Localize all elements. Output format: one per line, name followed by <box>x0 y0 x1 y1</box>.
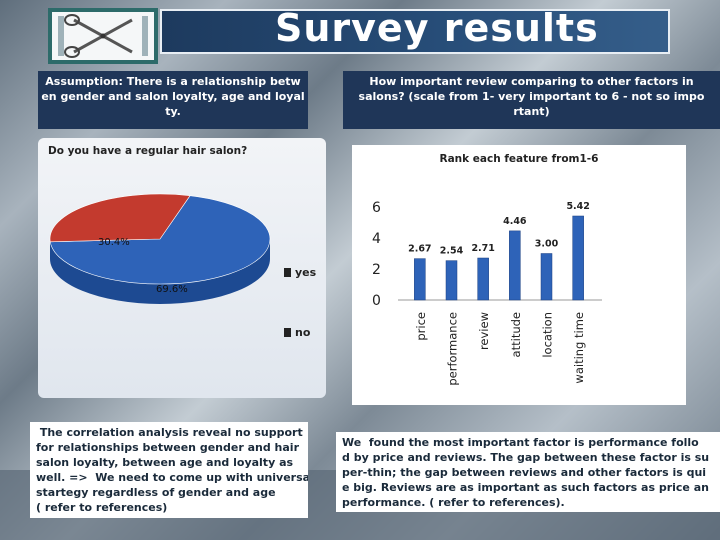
assumption-line-3: ty. <box>165 105 181 118</box>
x-tick-label: attitude <box>509 312 523 357</box>
bar-location <box>540 253 553 301</box>
bar-data-label: 3.00 <box>535 239 559 250</box>
question-box: How important review comparing to other … <box>343 71 720 129</box>
note-line-6: ( refer to references) <box>36 501 168 514</box>
pie-label-yes: 69.6% <box>156 284 188 295</box>
assumption-box: Assumption: There is a relationship betw… <box>38 71 308 129</box>
scissors-logo <box>48 8 158 64</box>
pie-title: Do you have a regular hair salon? <box>48 145 247 157</box>
bar-price <box>414 258 426 301</box>
x-tick-label: performance <box>446 312 460 386</box>
pie-chart-panel: Do you have a regular hair salon? 30.4% … <box>38 138 326 398</box>
question-line-1: How important review comparing to other … <box>369 75 694 88</box>
legend-swatch-no <box>284 328 291 337</box>
pie-chart: Do you have a regular hair salon? 30.4% … <box>48 145 317 339</box>
bar-data-label: 4.46 <box>503 216 527 227</box>
y-tick-label: 6 <box>372 200 381 216</box>
finding-line-4: e big. Reviews are as important as such … <box>342 481 709 494</box>
pie-slice-yes <box>49 195 271 285</box>
y-tick-label: 0 <box>372 293 381 309</box>
finding-line-2: d by price and reviews. The gap between … <box>342 451 710 464</box>
finding-line-3: per-thin; the gap between reviews and ot… <box>342 466 707 479</box>
bar-chart: Rank each feature from1-6 0 2 4 6 2.67 2.54 2… <box>372 153 602 386</box>
question-line-2: salons? (scale from 1- very important to… <box>358 90 705 103</box>
bar-data-label: 2.67 <box>408 244 431 255</box>
bar-chart-panel: Rank each feature from1-6 0 2 4 6 2.67 2.54 2… <box>352 145 686 405</box>
x-tick-label: location <box>541 312 555 358</box>
note-line-2: for relationships between gender and hai… <box>36 441 299 454</box>
x-tick-label: waiting time <box>572 312 586 384</box>
bar-performance <box>445 260 458 301</box>
bar-waiting-time <box>572 215 584 301</box>
legend-label-yes: yes <box>295 266 317 279</box>
note-line-3: salon loyalty, between age and loyalty a… <box>36 456 294 469</box>
bar-data-label: 5.42 <box>566 201 589 212</box>
bar-data-label: 2.71 <box>471 243 494 254</box>
pie-slice-no <box>49 193 191 243</box>
findings-note: We found the most important factor is pe… <box>336 432 720 512</box>
bar-data-label: 2.54 <box>440 246 464 257</box>
finding-line-1: We found the most important factor is pe… <box>342 436 699 449</box>
y-tick-label: 4 <box>372 231 381 247</box>
title-bar <box>160 9 670 54</box>
finding-line-5: performance. ( refer to references). <box>342 496 565 509</box>
note-line-1: The correlation analysis reveal no suppo… <box>36 426 303 439</box>
x-tick-label: review <box>477 312 491 350</box>
note-line-5: startegy regardless of gender and age <box>36 486 276 499</box>
legend-swatch-yes <box>284 268 291 277</box>
y-tick-label: 2 <box>372 262 381 278</box>
scissors-icon <box>58 14 148 58</box>
legend-label-no: no <box>295 326 311 339</box>
assumption-line-2: en gender and salon loyalty, age and loy… <box>41 90 305 103</box>
bar-title: Rank each feature from1-6 <box>440 153 599 165</box>
pie-label-no: 30.4% <box>98 237 130 248</box>
bar-review <box>477 257 489 301</box>
slide-title: Survey results <box>275 6 599 50</box>
assumption-line-1: Assumption: There is a relationship betw <box>45 75 301 88</box>
x-tick-label: price <box>414 312 428 341</box>
correlation-note: The correlation analysis reveal no suppo… <box>30 422 308 518</box>
pie-side <box>50 239 270 304</box>
bar-attitude <box>509 230 521 301</box>
question-line-3: rtant) <box>513 105 550 118</box>
note-line-4: well. => We need to come up with univers… <box>36 471 308 484</box>
